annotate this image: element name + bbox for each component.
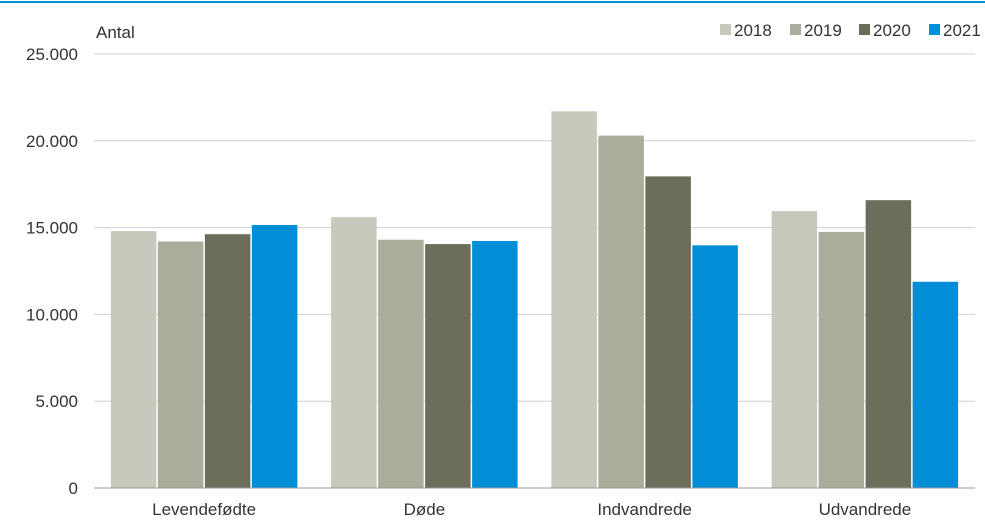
legend-swatch xyxy=(720,24,731,35)
legend-label: 2021 xyxy=(943,21,981,40)
bar xyxy=(472,240,518,488)
y-axis-label: Antal xyxy=(96,23,135,42)
legend-swatch xyxy=(859,24,870,35)
bar xyxy=(551,111,597,489)
y-tick-label: 25.000 xyxy=(26,45,78,64)
bar xyxy=(378,239,424,488)
bar xyxy=(204,234,251,488)
bar xyxy=(251,224,298,488)
y-tick-label: 10.000 xyxy=(26,305,78,324)
bar xyxy=(645,176,691,488)
legend-swatch xyxy=(790,24,801,35)
legend-label: 2020 xyxy=(873,21,911,40)
bar xyxy=(157,241,204,488)
bar xyxy=(865,200,912,488)
bar xyxy=(818,231,865,488)
x-tick-label: Udvandrede xyxy=(819,500,912,519)
y-axis-ticks: 0 5.000 10.000 15.000 20.000 25.000 xyxy=(26,45,78,498)
bar xyxy=(692,245,738,488)
x-tick-label: Levendefødte xyxy=(152,500,256,519)
bar xyxy=(598,135,644,489)
y-tick-label: 15.000 xyxy=(26,219,78,238)
bar xyxy=(110,231,157,488)
x-tick-label: Døde xyxy=(404,500,446,519)
bar xyxy=(912,281,959,488)
legend-swatch xyxy=(929,24,940,35)
bar xyxy=(771,211,818,488)
y-tick-label: 0 xyxy=(69,479,78,498)
bar xyxy=(425,244,471,488)
legend-label: 2018 xyxy=(734,21,772,40)
y-tick-label: 20.000 xyxy=(26,132,78,151)
y-tick-label: 5.000 xyxy=(35,392,78,411)
x-tick-label: Indvandrede xyxy=(597,500,692,519)
legend: 2018 2019 2020 2021 xyxy=(720,21,981,40)
bar xyxy=(331,217,377,488)
legend-label: 2019 xyxy=(804,21,842,40)
bars xyxy=(110,111,959,489)
category-labels: Levendefødte Døde Indvandrede Udvandrede xyxy=(152,500,911,519)
